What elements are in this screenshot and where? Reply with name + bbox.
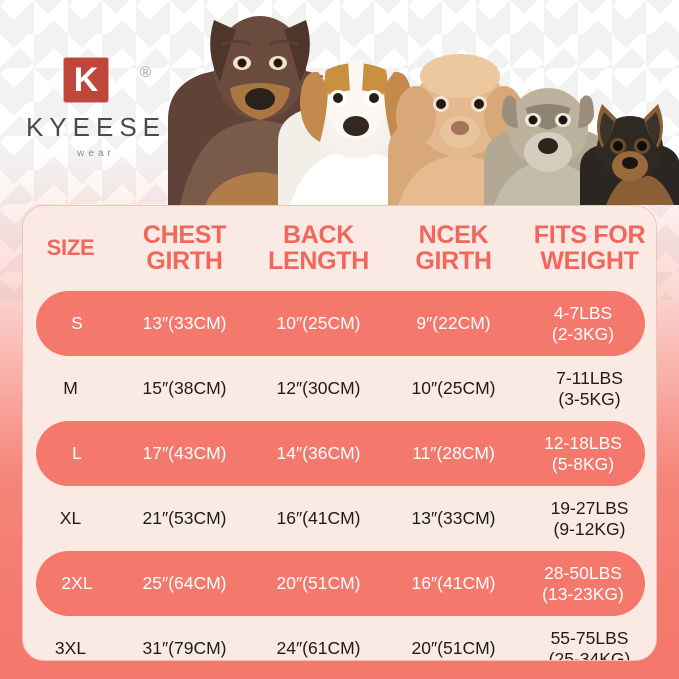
brand-logo: K ® KYEESE wear [16, 58, 176, 159]
table-row: S 13″(33CM) 10″(25CM) 9″(22CM) 4-7LBS (2… [36, 291, 645, 356]
size-chart-card: SIZE CHEST GIRTH BACK LENGTH NCEK GIRTH … [22, 205, 657, 661]
table-header-row: SIZE CHEST GIRTH BACK LENGTH NCEK GIRTH … [23, 206, 656, 291]
cell-chest: 31″(79CM) [142, 638, 227, 658]
cell-chest: 17″(43CM) [142, 443, 227, 463]
cell-chest: 25″(64CM) [142, 573, 227, 593]
cell-back: 12″(30CM) [276, 378, 361, 398]
cell-size: S [71, 313, 83, 333]
column-header-fits-for-weight: FITS FOR WEIGHT [533, 220, 646, 275]
registered-trademark-icon: ® [140, 64, 152, 81]
cell-size: M [63, 378, 78, 398]
brand-wordmark: KYEESE [25, 112, 167, 142]
cell-chest: 13″(33CM) [142, 313, 227, 333]
dogs-photo [150, 0, 679, 205]
dogs-illustration [168, 16, 679, 205]
cell-back: 20″(51CM) [276, 573, 361, 593]
cell-neck: 13″(33CM) [411, 508, 496, 528]
bottom-coral-strip [0, 661, 679, 679]
table-row: 2XL 25″(64CM) 20″(51CM) 16″(41CM) 28-50L… [36, 551, 645, 616]
cell-neck: 9″(22CM) [416, 313, 491, 333]
column-header-back-length: BACK LENGTH [268, 220, 369, 275]
table-row: M 15″(38CM) 12″(30CM) 10″(25CM) 7-11LBS … [23, 356, 656, 421]
table-row: 3XL 31″(79CM) 24″(61CM) 20″(51CM) 55-75L… [23, 616, 656, 661]
cell-back: 16″(41CM) [276, 508, 361, 528]
dog-chihuahua [580, 104, 679, 205]
column-header-size: SIZE [46, 235, 95, 261]
cell-size: 3XL [54, 638, 87, 658]
column-header-neck-girth: NCEK GIRTH [415, 220, 492, 275]
table-row: L 17″(43CM) 14″(36CM) 11″(28CM) 12-18LBS… [36, 421, 645, 486]
logo-mark-row: K ® [16, 58, 176, 106]
logo-k-mark: K [64, 58, 108, 102]
brand-tagline: wear [77, 148, 115, 159]
cell-size: 2XL [61, 573, 93, 593]
cell-neck: 16″(41CM) [411, 573, 496, 593]
cell-weight: 4-7LBS (2-3KG) [551, 302, 615, 344]
table-row: XL 21″(53CM) 16″(41CM) 13″(33CM) 19-27LB… [23, 486, 656, 551]
cell-weight: 7-11LBS (3-5KG) [556, 367, 623, 409]
cell-weight: 19-27LBS (9-12KG) [550, 497, 629, 539]
cell-chest: 21″(53CM) [142, 508, 227, 528]
column-header-chest-girth: CHEST GIRTH [142, 220, 227, 275]
cell-chest: 15″(38CM) [142, 378, 227, 398]
cell-back: 10″(25CM) [276, 313, 361, 333]
cell-size: L [72, 443, 82, 463]
cell-neck: 10″(25CM) [411, 378, 496, 398]
cell-back: 14″(36CM) [276, 443, 361, 463]
cell-weight: 28-50LBS (13-23KG) [542, 562, 624, 604]
cell-back: 24″(61CM) [276, 638, 361, 658]
cell-weight: 55-75LBS (25-34KG) [548, 627, 631, 661]
cell-neck: 11″(28CM) [412, 443, 495, 463]
cell-weight: 12-18LBS (5-8KG) [544, 432, 622, 474]
cell-neck: 20″(51CM) [411, 638, 496, 658]
cell-size: XL [59, 508, 82, 528]
